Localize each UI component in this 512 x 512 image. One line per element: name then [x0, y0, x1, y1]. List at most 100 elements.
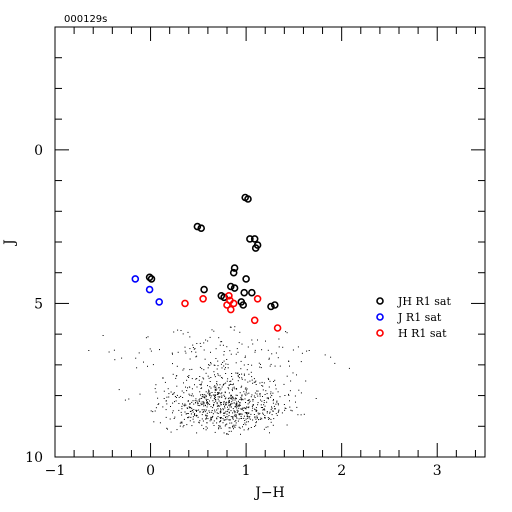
background-point — [204, 404, 206, 406]
background-point — [214, 374, 215, 376]
background-point — [206, 415, 208, 417]
background-point — [208, 364, 209, 366]
background-point — [186, 424, 188, 426]
background-point — [194, 400, 196, 402]
background-point — [244, 422, 246, 424]
background-point — [289, 406, 291, 408]
background-point — [207, 418, 209, 420]
background-point — [203, 403, 205, 405]
background-point — [210, 397, 212, 399]
background-point — [224, 405, 225, 407]
background-point — [211, 417, 213, 419]
background-point — [237, 420, 239, 422]
background-point — [209, 364, 211, 366]
background-point — [209, 381, 211, 382]
background-point — [223, 415, 225, 417]
background-point — [275, 403, 277, 405]
background-point — [207, 392, 209, 394]
background-point — [258, 413, 260, 415]
background-point — [208, 410, 210, 412]
background-point — [205, 372, 207, 374]
background-point — [251, 379, 253, 381]
background-point — [198, 422, 200, 424]
background-point — [296, 374, 297, 376]
background-point — [184, 405, 186, 407]
background-point — [182, 426, 184, 428]
background-point — [224, 412, 226, 414]
background-point — [266, 411, 268, 412]
background-point — [245, 387, 247, 389]
background-point — [278, 409, 280, 411]
background-point — [251, 410, 253, 412]
background-point — [208, 393, 210, 395]
background-point — [238, 413, 240, 415]
background-point — [203, 409, 205, 411]
background-point — [203, 349, 205, 351]
background-point — [139, 393, 141, 395]
background-point — [149, 348, 151, 350]
background-point — [265, 426, 267, 428]
background-point — [191, 409, 193, 411]
sat-point — [131, 275, 140, 283]
background-point — [184, 346, 186, 348]
background-point — [234, 406, 236, 408]
background-point — [200, 346, 202, 347]
background-point — [223, 394, 225, 396]
background-point — [232, 399, 234, 401]
background-point — [192, 347, 194, 348]
background-point — [199, 384, 201, 385]
background-point — [297, 414, 299, 416]
background-point — [244, 398, 246, 400]
background-point — [205, 409, 207, 411]
background-point — [247, 415, 249, 417]
background-point — [192, 416, 194, 418]
background-point — [268, 417, 270, 419]
legend-marker — [376, 297, 384, 305]
background-point — [260, 404, 262, 406]
background-point — [204, 394, 206, 396]
background-point — [180, 411, 182, 413]
background-point — [191, 378, 193, 380]
background-point — [235, 362, 237, 364]
background-point — [234, 426, 236, 428]
background-point — [262, 409, 264, 411]
background-point — [175, 377, 177, 379]
background-point — [219, 412, 221, 414]
background-point — [219, 389, 221, 391]
background-point — [198, 379, 200, 381]
background-point — [173, 331, 175, 333]
background-point — [272, 424, 274, 426]
background-point — [245, 394, 247, 396]
background-point — [162, 377, 164, 379]
background-point — [247, 429, 249, 431]
background-point — [215, 399, 217, 401]
background-point — [245, 402, 246, 403]
background-point — [244, 393, 246, 395]
background-point — [206, 402, 208, 404]
background-point — [216, 403, 218, 405]
background-point — [184, 411, 186, 413]
background-point — [209, 336, 211, 338]
background-point — [238, 342, 240, 344]
background-point — [217, 405, 219, 407]
background-point — [214, 397, 216, 399]
background-point — [249, 400, 251, 402]
legend-entry: JH R1 sat — [397, 295, 451, 308]
background-point — [200, 402, 202, 404]
background-point — [257, 402, 259, 404]
background-point — [114, 359, 116, 361]
background-point — [233, 383, 234, 385]
background-point — [244, 379, 246, 381]
background-point — [218, 428, 220, 430]
background-point — [205, 429, 207, 431]
background-point — [246, 421, 248, 423]
background-point — [218, 425, 220, 427]
background-point — [195, 402, 196, 404]
background-point — [220, 409, 222, 411]
background-point — [276, 401, 278, 403]
background-point — [207, 404, 209, 406]
background-point — [191, 393, 193, 395]
background-point — [220, 402, 222, 403]
background-point — [189, 403, 191, 405]
background-point — [187, 417, 189, 419]
